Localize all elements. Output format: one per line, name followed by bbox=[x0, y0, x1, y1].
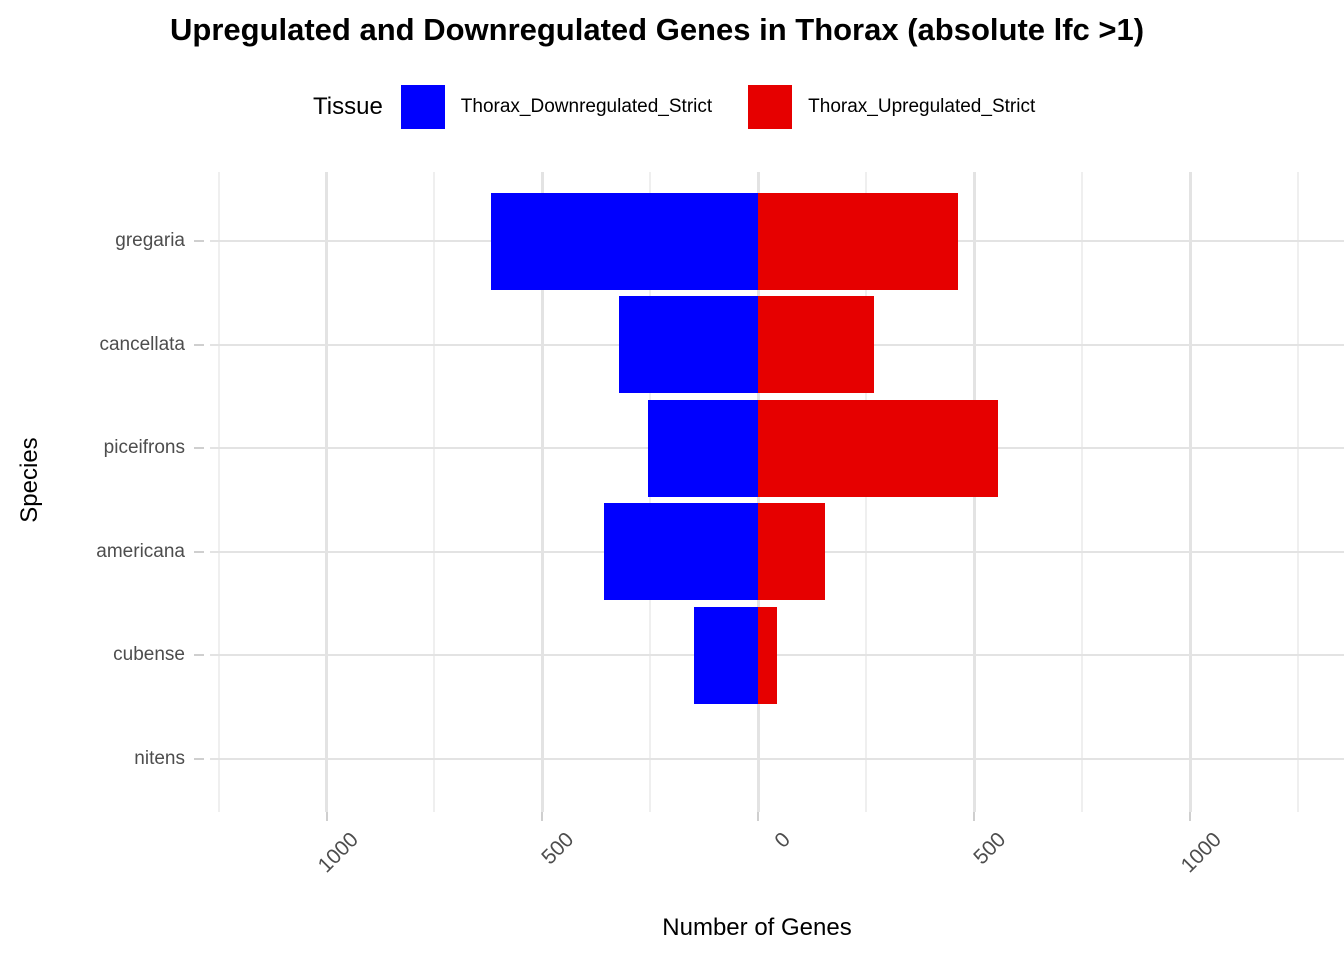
x-tick-label: 1000 bbox=[1177, 828, 1227, 878]
gridline-major-x bbox=[1188, 172, 1192, 812]
y-axis-title: Species bbox=[16, 437, 43, 523]
x-tick-label: 0 bbox=[770, 828, 795, 853]
y-axis-tick bbox=[194, 447, 204, 449]
gridline-major-x bbox=[540, 172, 544, 812]
legend: Tissue Thorax_Downregulated_Strict Thorax… bbox=[313, 85, 1071, 129]
legend-label-upregulated: Thorax_Upregulated_Strict bbox=[808, 96, 1036, 117]
y-tick-label-cancellata: cancellata bbox=[99, 333, 185, 355]
legend-swatch-upregulated bbox=[748, 85, 793, 129]
gridline-minor-x bbox=[1297, 172, 1300, 812]
bar-americana-downregulated bbox=[604, 503, 759, 600]
y-axis-tick bbox=[194, 654, 204, 656]
y-axis-tick bbox=[194, 343, 204, 346]
bar-cubense-upregulated bbox=[758, 606, 778, 704]
x-axis-title: Number of Genes bbox=[662, 914, 852, 941]
bar-gregaria-downregulated bbox=[490, 192, 759, 290]
bar-piceifrons-upregulated bbox=[758, 399, 999, 497]
legend-items: Thorax_Downregulated_Strict Thorax_Upregu… bbox=[400, 85, 1071, 129]
y-tick-label-nitens: nitens bbox=[134, 747, 185, 769]
gridline-major-x bbox=[325, 172, 328, 812]
gridline-minor-x bbox=[217, 172, 220, 812]
bar-cancellata-downregulated bbox=[619, 296, 759, 393]
y-axis-tick bbox=[194, 757, 204, 760]
gridline-minor-x bbox=[433, 172, 436, 812]
bar-piceifrons-downregulated bbox=[648, 399, 759, 497]
x-axis-tick bbox=[325, 812, 328, 821]
legend-label-downregulated: Thorax_Downregulated_Strict bbox=[460, 96, 713, 117]
bar-americana-upregulated bbox=[758, 503, 826, 600]
gridline-major-y bbox=[210, 757, 1344, 760]
x-tick-label: 500 bbox=[969, 828, 1011, 870]
legend-title: Tissue bbox=[313, 93, 383, 120]
y-axis-tick bbox=[194, 550, 204, 553]
x-axis-tick bbox=[973, 812, 976, 821]
x-tick-label: 500 bbox=[537, 828, 579, 870]
plot-title: Upregulated and Downregulated Genes in T… bbox=[170, 12, 1145, 47]
bar-gregaria-upregulated bbox=[758, 192, 959, 290]
y-tick-label-gregaria: gregaria bbox=[115, 230, 185, 251]
x-axis-tick bbox=[541, 812, 544, 821]
x-axis-tick bbox=[757, 812, 760, 821]
legend-swatch-downregulated bbox=[400, 85, 445, 129]
y-tick-label-piceifrons: piceifrons bbox=[103, 437, 185, 458]
bar-cancellata-upregulated bbox=[758, 296, 875, 393]
y-axis-tick bbox=[194, 240, 204, 242]
bar-cubense-downregulated bbox=[694, 606, 759, 704]
y-tick-label-cubense: cubense bbox=[113, 644, 185, 665]
x-tick-label: 1000 bbox=[313, 828, 363, 878]
gridline-minor-x bbox=[1081, 172, 1084, 812]
y-tick-label-americana: americana bbox=[96, 540, 185, 562]
x-axis-tick bbox=[1189, 812, 1192, 821]
